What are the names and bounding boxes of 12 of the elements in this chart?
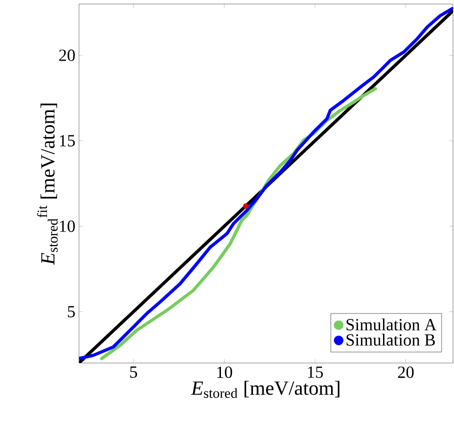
x-tick-label: 20: [398, 366, 414, 378]
y-tick-label: 10: [60, 220, 75, 232]
x-tick-label: 15: [308, 366, 323, 378]
y-tick-label: 5: [68, 306, 75, 318]
legend-label: Simulation B: [346, 334, 435, 346]
x-axis-title: E$_{stored}$ [meV/atom]: [190, 380, 340, 398]
x-tick-label: 5: [130, 366, 138, 378]
x-tick-label: 10: [217, 366, 232, 378]
y-axis-title: E$_{stored}$$^{fit}$ [meV/atom]: [37, 104, 58, 266]
y-tick-label: 20: [59, 50, 75, 62]
legend-label: Simulation A: [346, 318, 436, 330]
y-tick-label: 15: [60, 135, 75, 146]
